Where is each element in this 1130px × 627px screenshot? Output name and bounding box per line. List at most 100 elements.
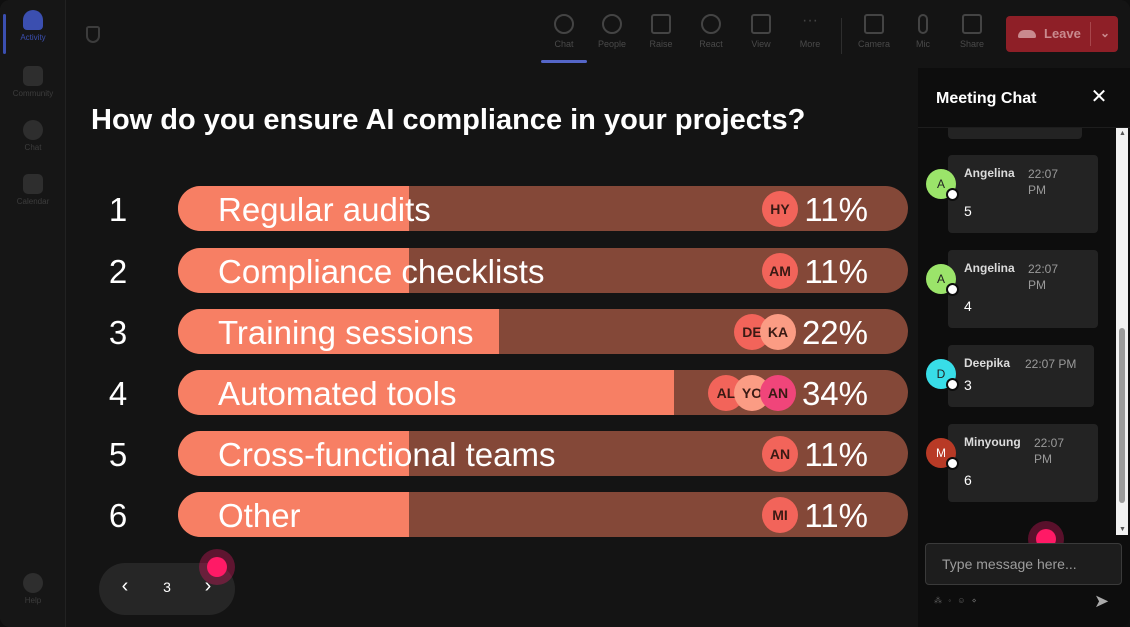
message-time: 22:07 PM bbox=[1025, 357, 1077, 371]
people-icon bbox=[602, 14, 622, 34]
voter-avatar: AM bbox=[762, 253, 798, 289]
toolbar-more-button[interactable]: ··· More bbox=[788, 10, 832, 60]
option-number: 4 bbox=[108, 375, 128, 412]
chat-scrollbar[interactable]: ▲ ▼ bbox=[1116, 128, 1128, 535]
ellipsis-icon: ··· bbox=[802, 12, 818, 29]
format-tools[interactable]: ⁂ ◦ ☺ ⋄ bbox=[934, 596, 979, 605]
option-bar: Other MI 11% bbox=[178, 492, 908, 537]
leave-button[interactable]: Leave ⌄ bbox=[1006, 16, 1118, 52]
grid-icon bbox=[751, 14, 771, 34]
voter-avatar: MI bbox=[762, 497, 798, 533]
option-label: Other bbox=[218, 497, 301, 534]
option-number: 1 bbox=[108, 191, 128, 228]
page-number: 3 bbox=[163, 579, 171, 595]
chevron-left-icon[interactable]: ‹ bbox=[121, 575, 129, 597]
poll-option: 5 Cross-functional teams AN 11% bbox=[66, 431, 918, 477]
rail-item-calendar[interactable]: Calendar bbox=[0, 174, 66, 226]
chat-message-list: Angelina 22:07 PM 5 A Angelina 22:07 PM … bbox=[918, 128, 1116, 535]
send-icon[interactable]: ➤ bbox=[1094, 591, 1110, 611]
bell-icon bbox=[23, 10, 43, 30]
scrollbar-thumb[interactable] bbox=[1119, 328, 1125, 503]
toolbar-chat-button[interactable]: Chat bbox=[541, 10, 587, 63]
option-label: Cross-functional teams bbox=[218, 436, 556, 473]
option-bar: Automated tools AL YO AN 34% bbox=[178, 370, 908, 415]
option-fill bbox=[178, 186, 409, 231]
poll-option: 2 Compliance checklists AM 11% bbox=[66, 248, 918, 294]
avatar: M bbox=[926, 438, 959, 470]
toolbar-chat-label: Chat bbox=[554, 39, 574, 49]
rail-item-activity[interactable]: Activity bbox=[0, 10, 66, 62]
message-time: 22:07 PM bbox=[1028, 167, 1059, 197]
poll-option: 3 Training sessions DE KA 22% bbox=[66, 309, 918, 355]
toolbar-camera-button[interactable]: Camera bbox=[852, 10, 896, 60]
community-icon bbox=[23, 66, 43, 86]
toolbar-raise-label: Raise bbox=[649, 39, 673, 49]
voter-avatar: AN bbox=[762, 436, 798, 472]
leave-divider bbox=[1090, 22, 1091, 46]
voter-avatar: AN bbox=[760, 375, 796, 411]
chat-title: Meeting Chat bbox=[936, 90, 1037, 107]
poll-option: 4 Automated tools AL YO AN 34% bbox=[66, 370, 918, 416]
avatar: A bbox=[926, 169, 959, 201]
rail-item-chat[interactable]: Chat bbox=[0, 120, 66, 172]
message-bubble: Minyoung 22:07 PM 6 bbox=[948, 424, 1098, 502]
option-percent: 34% bbox=[801, 375, 868, 412]
toolbar-raise-button[interactable]: Raise bbox=[639, 10, 683, 60]
scroll-up-arrow-icon[interactable]: ▲ bbox=[1119, 130, 1126, 137]
toolbar-mic-button[interactable]: Mic bbox=[901, 10, 945, 60]
option-percent: 11% bbox=[804, 436, 868, 473]
message-author: Angelina bbox=[964, 166, 1015, 180]
toolbar-share-button[interactable]: Share bbox=[950, 10, 994, 60]
message-time: 22:07 PM bbox=[1034, 436, 1065, 466]
message-bubble: Deepika 22:07 PM 3 bbox=[948, 345, 1094, 407]
scroll-down-arrow-icon[interactable]: ▼ bbox=[1119, 526, 1126, 533]
rail-label-chat: Chat bbox=[24, 143, 42, 152]
toolbar-people-label: People bbox=[597, 39, 627, 49]
rail-item-community[interactable]: Community bbox=[0, 66, 66, 118]
chevron-right-icon[interactable]: › bbox=[204, 575, 212, 597]
option-number: 2 bbox=[108, 253, 128, 290]
close-icon[interactable]: ✕ bbox=[1090, 86, 1108, 108]
toolbar-share-label: Share bbox=[959, 39, 985, 49]
avatar: A bbox=[926, 264, 959, 296]
message-bubble: Angelina 22:07 PM 5 bbox=[948, 155, 1098, 233]
left-rail: Activity Community Chat Calendar Help bbox=[0, 0, 66, 627]
poll-option: 1 Regular audits HY 11% bbox=[66, 186, 918, 232]
option-bar: Compliance checklists AM 11% bbox=[178, 248, 908, 293]
rail-item-help[interactable]: Help bbox=[0, 573, 66, 625]
poll-results: How do you ensure AI compliance in your … bbox=[66, 68, 918, 627]
toolbar-divider bbox=[841, 18, 842, 54]
option-percent: 22% bbox=[801, 314, 868, 351]
option-bar: Regular audits HY 11% bbox=[178, 186, 908, 231]
chat-header: Meeting Chat ✕ bbox=[918, 68, 1130, 128]
toolbar-mic-label: Mic bbox=[916, 39, 930, 49]
toolbar-people-button[interactable]: People bbox=[590, 10, 634, 60]
message-text: 5 bbox=[964, 203, 972, 219]
option-number: 3 bbox=[108, 314, 128, 351]
rail-label-calendar: Calendar bbox=[16, 197, 50, 206]
option-label: Compliance checklists bbox=[218, 253, 545, 290]
cursor-indicator bbox=[199, 549, 235, 585]
avatar: D bbox=[926, 359, 959, 391]
shield-icon bbox=[86, 26, 100, 43]
toolbar-react-button[interactable]: React bbox=[689, 10, 733, 60]
raise-hand-icon bbox=[651, 14, 671, 34]
voter-avatar: HY bbox=[762, 191, 798, 227]
option-percent: 11% bbox=[804, 191, 868, 228]
meeting-chat-panel: Meeting Chat ✕ Angelina 22:07 PM 5 A Ang… bbox=[918, 68, 1130, 627]
phone-hangup-icon bbox=[1018, 30, 1036, 38]
message-author: Deepika bbox=[964, 356, 1011, 370]
option-fill bbox=[178, 370, 674, 415]
toolbar-react-label: React bbox=[699, 39, 723, 49]
toolbar-view-button[interactable]: View bbox=[739, 10, 783, 60]
help-icon bbox=[23, 573, 43, 593]
option-number: 6 bbox=[108, 497, 128, 534]
option-fill bbox=[178, 248, 409, 293]
option-bar: Training sessions DE KA 22% bbox=[178, 309, 908, 354]
meeting-toolbar: Chat People Raise React View ··· More Ca… bbox=[66, 0, 1130, 68]
rail-label-activity: Activity bbox=[20, 33, 46, 42]
chat-message-input[interactable] bbox=[925, 543, 1122, 585]
leave-label: Leave bbox=[1044, 26, 1081, 41]
chevron-down-icon[interactable]: ⌄ bbox=[1100, 26, 1111, 40]
